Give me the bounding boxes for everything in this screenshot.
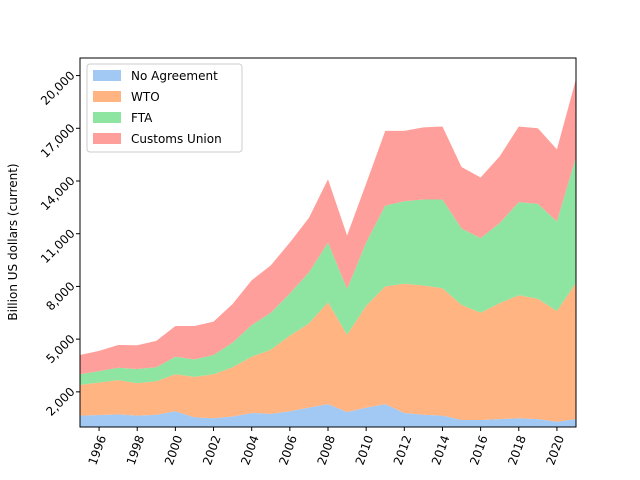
x-tick-label: 2018 xyxy=(505,433,529,466)
y-tick-label: 17,000 xyxy=(38,121,78,161)
legend: No Agreement WTO FTA Customs Union xyxy=(86,63,243,153)
area-wto xyxy=(80,282,576,422)
x-tick-label: 2000 xyxy=(162,433,186,466)
x-tick-label: 2010 xyxy=(353,433,377,466)
x-tick-label: 2004 xyxy=(238,433,262,466)
y-axis: 2,000 5,000 8,000 11,000 14,000 17,000 20,000 xyxy=(38,68,80,419)
x-tick-label: 1996 xyxy=(86,433,110,466)
x-tick-label: 2014 xyxy=(429,433,453,466)
y-tick-label: 14,000 xyxy=(38,174,78,214)
legend-swatch xyxy=(93,70,121,81)
y-tick-label: 5,000 xyxy=(43,332,77,366)
y-tick-label: 11,000 xyxy=(38,226,78,266)
y-axis-title: Billion US dollars (current) xyxy=(6,163,20,320)
legend-swatch xyxy=(93,133,121,144)
x-tick-label: 1998 xyxy=(124,433,148,466)
x-tick-label: 2020 xyxy=(543,433,567,466)
x-tick-label: 2016 xyxy=(467,433,491,466)
y-tick-label: 20,000 xyxy=(38,68,78,108)
legend-swatch xyxy=(93,112,121,123)
area-layers xyxy=(80,79,576,427)
legend-label: FTA xyxy=(131,111,153,125)
area-no-agreement xyxy=(80,404,576,427)
legend-label: WTO xyxy=(131,90,160,104)
x-axis: 1996 1998 2000 2002 2004 2006 2008 2010 2012 2014… xyxy=(86,427,567,467)
legend-label: No Agreement xyxy=(131,69,218,83)
x-tick-label: 2002 xyxy=(200,433,224,466)
y-tick-label: 8,000 xyxy=(43,279,77,313)
legend-swatch xyxy=(93,91,121,102)
legend-box xyxy=(86,63,243,153)
legend-label: Customs Union xyxy=(131,132,222,146)
y-tick-label: 2,000 xyxy=(43,385,77,419)
area-fta xyxy=(80,157,576,385)
area-customs-union xyxy=(80,79,576,375)
x-tick-label: 2006 xyxy=(276,433,300,466)
x-tick-label: 2012 xyxy=(391,433,415,466)
x-tick-label: 2008 xyxy=(315,433,339,466)
